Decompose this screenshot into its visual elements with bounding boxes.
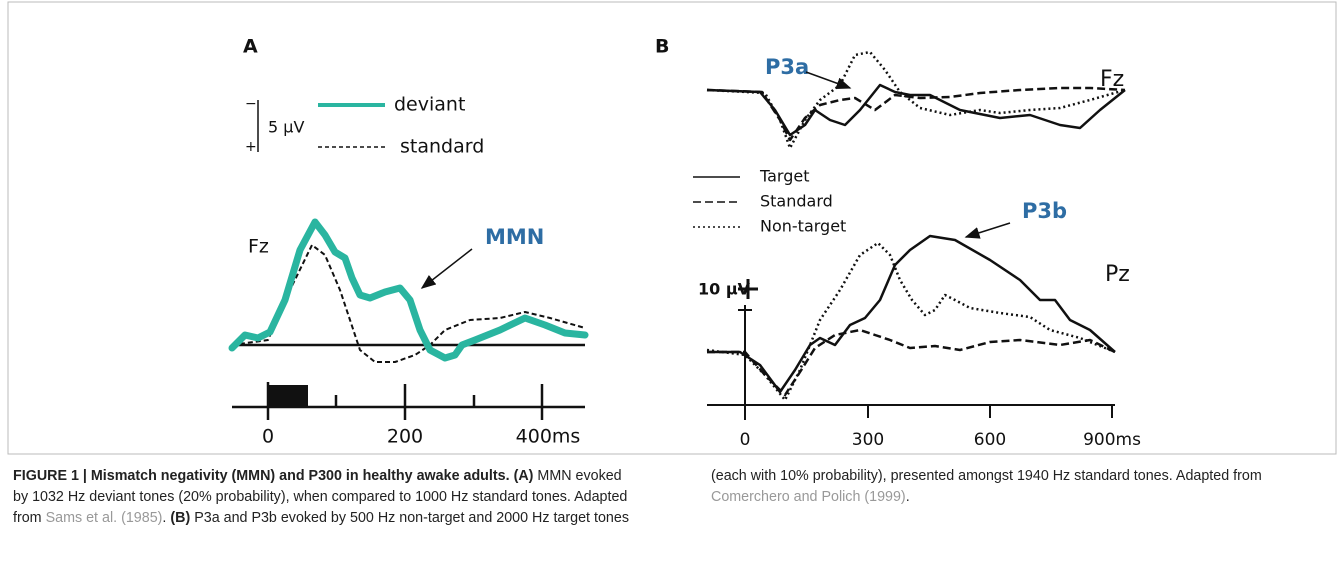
- frame: [7, 1, 1337, 455]
- standard-wave: [706, 86, 1126, 142]
- caption-text: P3a and P3b evoked by 500 Hz non-target …: [194, 468, 1262, 526]
- x-tick-label: 900ms: [1083, 430, 1141, 450]
- scale-minus: −: [245, 96, 257, 112]
- scale-label: 5 μV: [268, 118, 304, 137]
- target-wave: [707, 234, 1116, 394]
- caption-reference[interactable]: Comerchero and Polich (1999): [711, 489, 906, 505]
- scale-plus: +: [245, 139, 257, 155]
- caption-label: (B): [170, 510, 191, 526]
- panel-label: B: [655, 36, 669, 58]
- caption-reference[interactable]: Sams et al. (1985): [45, 510, 163, 526]
- x-tick-label: 0: [740, 430, 751, 450]
- x-tick-label: 400ms: [516, 426, 581, 448]
- x-tick-label: 600: [974, 430, 1006, 450]
- figure: A − + 5 μV deviant standard Fz MMN 0 200…: [7, 1, 1337, 455]
- legend-label: Standard: [760, 192, 833, 211]
- legend-label: Target: [759, 167, 810, 186]
- arrow: [964, 222, 1011, 239]
- legend-label: deviant: [394, 94, 465, 116]
- panel-label: A: [243, 36, 258, 58]
- electrode-label: Fz: [248, 236, 269, 258]
- nontarget-wave: [706, 241, 1116, 402]
- standard-wave: [231, 244, 586, 363]
- arrow: [420, 248, 473, 289]
- caption-label: (A): [513, 468, 534, 484]
- x-tick-label: 300: [852, 430, 884, 450]
- electrode-label: Pz: [1105, 262, 1130, 287]
- stimulus: [268, 385, 308, 407]
- legend-label: Non-target: [760, 217, 846, 236]
- target-wave: [706, 83, 1126, 137]
- caption-text: MMN evoked by 1032 Hz deviant tones (20%…: [13, 468, 628, 526]
- arrow: [805, 71, 852, 90]
- standard-wave: [707, 328, 1116, 397]
- x-tick-label: 200: [387, 426, 423, 448]
- scale-label: 10 µV: [698, 280, 751, 299]
- annotation: P3b: [1022, 199, 1067, 223]
- x-tick-label: 0: [262, 426, 274, 448]
- deviant-wave: [228, 218, 589, 362]
- nontarget-wave: [706, 50, 1126, 150]
- caption-title: FIGURE 1 | Mismatch negativity (MMN) and…: [13, 468, 510, 484]
- caption: FIGURE 1 | Mismatch negativity (MMN) and…: [13, 468, 1262, 526]
- legend-label: standard: [400, 136, 484, 158]
- annotation: MMN: [485, 225, 544, 249]
- annotation: P3a: [765, 55, 809, 79]
